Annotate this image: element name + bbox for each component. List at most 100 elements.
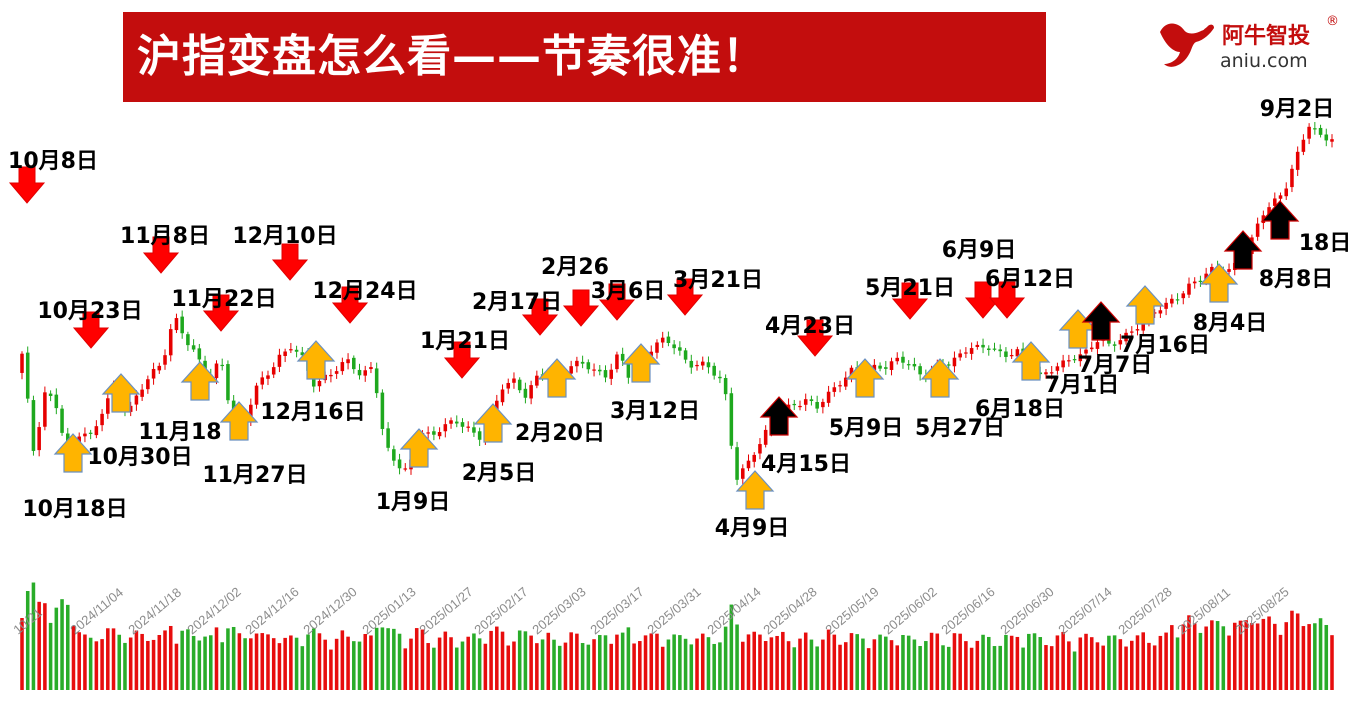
candle-body: [609, 369, 613, 379]
volume-bar: [929, 632, 934, 690]
volume-bar: [1255, 623, 1260, 690]
x-tick-label: 2025/03/31: [644, 584, 703, 637]
volume-bar: [254, 633, 259, 690]
candle-body: [832, 387, 837, 392]
bull-head-icon: [1160, 23, 1214, 67]
candle-body: [620, 353, 625, 361]
candle-body: [895, 357, 900, 362]
candle-body: [918, 366, 922, 375]
volume-bar: [866, 648, 871, 690]
volume-bar: [123, 642, 127, 690]
volume-bar: [1221, 626, 1226, 690]
candle-body: [20, 353, 24, 373]
candle-body: [741, 468, 745, 479]
volume-bar: [878, 634, 882, 690]
up-arrow-marker: [180, 361, 220, 401]
volume-bar: [226, 628, 230, 690]
candle-body: [329, 374, 333, 377]
volume-bar: [540, 639, 545, 690]
candle-body: [666, 336, 671, 344]
brand-name: 阿牛智投: [1222, 24, 1311, 49]
volume-bar: [1130, 640, 1134, 690]
x-tick-label: 2024/12/16: [242, 584, 301, 637]
volume-bar: [758, 634, 762, 690]
candle-body: [758, 444, 762, 454]
volume-bar: [741, 641, 745, 690]
volume-bar: [403, 648, 408, 690]
candle-body: [849, 367, 854, 377]
volume-bar: [924, 641, 928, 690]
volume-bar: [1244, 620, 1248, 690]
volume-bar: [357, 641, 362, 690]
candle-body: [1152, 312, 1157, 314]
annotation-label: 5月9日: [829, 416, 904, 441]
candle-body: [60, 408, 64, 433]
candle-body: [426, 432, 430, 434]
volume-bar: [706, 637, 711, 690]
volume-bar: [952, 633, 957, 690]
volume-bar: [363, 634, 368, 690]
volume-bar: [20, 618, 24, 690]
volume-bar: [106, 628, 110, 690]
annotation-label: 2月26: [541, 255, 609, 280]
annotation-label: 1月21日: [420, 329, 510, 354]
volume-bar: [1164, 632, 1168, 690]
annotation-label: 9月2日: [1260, 97, 1335, 122]
volume-bar: [180, 630, 184, 690]
candle-body: [294, 349, 299, 352]
volume-bar: [294, 637, 299, 690]
volume-bar: [71, 625, 76, 690]
candle-body: [746, 460, 751, 469]
volume-bar: [1027, 633, 1031, 690]
up-arrow-marker: [101, 373, 141, 413]
volume-bar: [163, 630, 167, 690]
candle-body: [615, 354, 619, 370]
candle-body: [1124, 332, 1128, 342]
candle-body: [626, 362, 631, 378]
volume-bar: [128, 637, 133, 690]
candle-body: [683, 350, 688, 360]
volume-bar: [603, 635, 608, 690]
annotation-label: 2月20日: [515, 421, 605, 446]
volume-bar: [174, 643, 179, 690]
volume-bar: [1101, 645, 1105, 690]
candle-body: [901, 356, 905, 363]
candle-body: [803, 399, 808, 405]
volume-bar: [1152, 645, 1157, 690]
candle-body: [672, 344, 676, 349]
volume-bar: [781, 631, 785, 690]
candle-body: [346, 359, 350, 364]
candle-body: [821, 401, 825, 408]
candle-body: [706, 362, 711, 368]
candle-body: [477, 431, 482, 440]
candle-body: [168, 329, 173, 356]
volume-bar: [25, 591, 30, 690]
candle-body: [592, 369, 596, 371]
volume-bar: [1175, 637, 1180, 690]
candle-body: [1130, 331, 1134, 333]
candle-body: [1141, 321, 1145, 331]
candle-body: [964, 352, 968, 354]
volume-bar: [380, 627, 385, 690]
candle-body: [1061, 360, 1065, 368]
down-arrow-marker: [988, 281, 1026, 319]
candle-body: [443, 424, 448, 432]
annotation-label: 5月21日: [865, 276, 955, 301]
x-tick-label: 2025/07/14: [1055, 584, 1114, 637]
candle-body: [128, 405, 133, 412]
candle-body: [1187, 283, 1191, 295]
candle-body: [1170, 298, 1174, 304]
volume-bar: [454, 647, 459, 690]
candle-body: [712, 365, 716, 376]
volume-bar: [666, 639, 671, 690]
volume-bar: [500, 631, 505, 690]
up-arrow-marker: [621, 343, 661, 383]
volume-bar: [48, 622, 53, 690]
volume-bar: [392, 628, 396, 690]
x-tick-label: 2025/07/28: [1115, 584, 1174, 637]
volume-bar: [718, 642, 722, 690]
volume-bar: [443, 631, 448, 690]
up-arrow-marker: [1125, 285, 1165, 325]
volume-bar: [746, 634, 751, 690]
volume-bar: [186, 629, 190, 690]
